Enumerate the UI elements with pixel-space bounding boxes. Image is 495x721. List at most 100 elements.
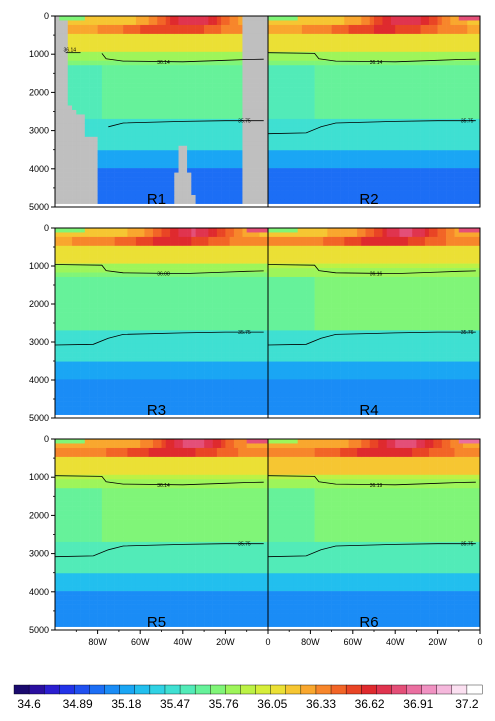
heatmap-cell [382, 123, 388, 129]
heatmap-cell [420, 69, 426, 75]
heatmap-cell [437, 145, 443, 151]
heatmap-cell [458, 127, 464, 133]
heatmap-cell [93, 38, 98, 44]
heatmap-cell [195, 136, 201, 142]
heatmap-cell [369, 199, 375, 205]
heatmap-cell [118, 154, 124, 160]
heatmap-cell [93, 259, 98, 264]
heatmap-cell [89, 51, 94, 57]
heatmap-cell [80, 20, 86, 26]
heatmap-cell [212, 29, 218, 35]
heatmap-cell [208, 42, 213, 48]
heatmap-cell [148, 163, 154, 169]
heatmap-cell [63, 330, 69, 336]
heatmap-cell [131, 87, 137, 93]
heatmap-cell [208, 154, 213, 160]
heatmap-cell [454, 181, 460, 187]
heatmap-cell [297, 20, 303, 26]
heatmap-cell [433, 159, 438, 164]
heatmap-cell [84, 172, 90, 178]
heatmap-cell [424, 56, 430, 62]
heatmap-cell [407, 24, 413, 30]
heatmap-cell [446, 159, 451, 164]
heatmap-cell [59, 388, 64, 393]
heatmap-cell [127, 83, 132, 88]
heatmap-cell [335, 194, 341, 200]
heatmap-cell [441, 47, 447, 53]
heatmap-cell [467, 136, 472, 142]
heatmap-cell [268, 168, 273, 173]
heatmap-cell [225, 194, 230, 200]
heatmap-cell [348, 177, 354, 182]
heatmap-cell [72, 392, 77, 398]
heatmap-cell [297, 181, 303, 187]
heatmap-cell [365, 83, 371, 88]
heatmap-cell [148, 199, 154, 205]
heatmap-cell [123, 92, 128, 97]
heatmap-cell [386, 24, 392, 30]
heatmap-cell [59, 392, 64, 398]
heatmap-cell [229, 168, 235, 173]
heatmap-cell [114, 123, 120, 129]
heatmap-cell [161, 38, 167, 44]
heatmap-cell [182, 51, 188, 57]
heatmap-cell [297, 145, 303, 151]
heatmap-cell [284, 60, 290, 66]
heatmap-cell [250, 150, 256, 156]
heatmap-cell [433, 190, 438, 196]
heatmap-cell [110, 241, 115, 247]
heatmap-cell [399, 186, 404, 191]
heatmap-cell [458, 96, 464, 102]
heatmap-cell [93, 194, 98, 200]
heatmap-cell [386, 105, 392, 111]
heatmap-cell [93, 69, 98, 75]
heatmap-cell [314, 145, 320, 151]
heatmap-cell [123, 268, 128, 273]
heatmap-cell [114, 263, 120, 269]
heatmap-cell [165, 24, 171, 30]
heatmap-cell [59, 181, 64, 187]
heatmap-cell [293, 74, 298, 79]
heatmap-cell [144, 24, 150, 30]
heatmap-cell [229, 56, 235, 62]
heatmap-cell [199, 29, 205, 35]
heatmap-cell [340, 154, 345, 160]
heatmap-cell [225, 118, 230, 124]
heatmap-cell [76, 74, 81, 79]
heatmap-cell [429, 74, 434, 79]
heatmap-cell [182, 16, 188, 21]
heatmap-cell [165, 118, 171, 124]
heatmap-cell [84, 168, 90, 173]
heatmap-cell [441, 123, 447, 129]
heatmap-cell [399, 69, 404, 75]
heatmap-cell [182, 74, 188, 79]
heatmap-cell [386, 150, 392, 156]
heatmap-cell [127, 276, 132, 282]
heatmap-cell [314, 114, 320, 120]
heatmap-cell [127, 181, 132, 187]
heatmap-cell [471, 56, 477, 62]
heatmap-cell [110, 33, 115, 39]
heatmap-cell [399, 96, 404, 102]
heatmap-cell [437, 83, 443, 88]
heatmap-cell [127, 105, 132, 111]
heatmap-cell [63, 317, 69, 322]
heatmap-cell [416, 150, 421, 156]
heatmap-cell [221, 127, 226, 133]
heatmap-cell [204, 159, 209, 164]
heatmap-cell [225, 101, 230, 106]
heatmap-cell [280, 114, 286, 120]
heatmap-cell [276, 65, 282, 70]
heatmap-cell [412, 186, 417, 191]
heatmap-cell [72, 78, 77, 84]
heatmap-cell [174, 42, 179, 48]
heatmap-cell [174, 141, 179, 147]
heatmap-cell [93, 172, 98, 178]
heatmap-cell [72, 123, 77, 129]
heatmap-cell [72, 168, 77, 173]
heatmap-cell [110, 20, 115, 26]
heatmap-cell [165, 168, 171, 173]
heatmap-cell [280, 186, 286, 191]
heatmap-cell [429, 105, 434, 111]
heatmap-cell [238, 154, 243, 160]
